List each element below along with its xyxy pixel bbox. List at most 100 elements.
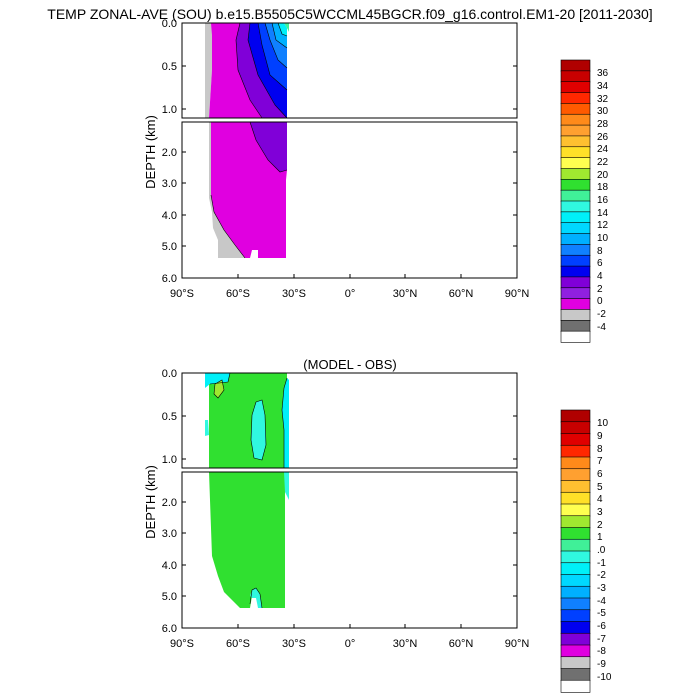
colorbar-label: -1 [597,558,606,569]
colorbar-swatch [560,491,591,505]
colorbar-swatch [560,468,591,482]
colorbar-label: 3 [597,507,603,518]
colorbar-label: 10 [597,418,609,429]
bottom-fill-aqua-blob [251,400,266,460]
colorbar-swatch [560,298,591,311]
colorbar-swatch [560,597,591,611]
colorbar-swatch [560,527,591,540]
colorbar-label: 22 [597,157,609,168]
colorbar-swatch [560,189,591,202]
bottom-colorbar-boxes [560,409,591,693]
top-upper-fill [205,22,289,119]
colorbar-swatch [560,562,591,576]
colorbar-swatch [560,92,591,105]
x-tick-label: 60°S [226,288,250,300]
y-tick-label: 5.0 [162,591,177,603]
colorbar-swatch [560,222,591,235]
colorbar-swatch [560,621,591,634]
x-tick-label: 30°S [282,638,306,650]
y-tick-label: 6.0 [162,273,177,285]
colorbar-swatch [560,609,591,623]
colorbar-swatch [560,103,591,115]
bottom-contour-1 [250,399,267,461]
colorbar-label: 26 [597,132,609,143]
colorbar-swatch [560,480,591,493]
bottom-fill-aqua-side [205,420,209,436]
x-tick-label: 30°S [282,288,306,300]
top-fill-blue [248,23,287,118]
colorbar-label: -4 [597,322,606,333]
x-tick-label: 30°N [393,638,418,650]
colorbar-label: -2 [597,570,606,581]
bottom-lower-fill [209,472,289,609]
colorbar-swatch [560,585,591,599]
bottom-colorbar: 10 9 8 7 6 5 4 3 2 1 .0 -1 -2 -3 -4 -5 -… [560,409,612,693]
colorbar-swatch [560,168,591,181]
colorbar-swatch [560,656,591,670]
colorbar-swatch [560,124,591,137]
colorbar-label: -4 [597,596,606,607]
colorbar-label: 7 [597,456,603,467]
colorbar-label: 2 [597,520,603,531]
top-y-tick-labels: 0.0 0.5 1.0 2.0 3.0 4.0 5.0 6.0 [162,18,177,285]
top-fill-aqua [284,23,289,32]
bottom-x-tick-labels: 90°S 60°S 30°S 0° 30°N 60°N 90°N [170,638,529,650]
colorbar-swatch [560,244,591,256]
colorbar-swatch [560,421,591,435]
colorbar-swatch [560,135,591,148]
colorbar-swatch [560,287,591,300]
colorbar-label: 6 [597,258,603,269]
colorbar-swatch [560,265,591,278]
top-fill-gray [205,23,215,118]
colorbar-label: .0 [597,545,606,556]
x-tick-label: 90°S [170,288,194,300]
top-fill-violet [236,23,287,118]
colorbar-label: 5 [597,482,603,493]
y-tick-label: 0.5 [162,61,177,73]
x-tick-label: 90°S [170,638,194,650]
top-lower-fill [209,121,288,259]
top-y-axis-label: DEPTH (km) [143,115,158,189]
top-fill-skyblue [272,23,287,48]
colorbar-swatch [560,146,591,159]
top-contour-lower-1 [249,121,288,173]
top-colorbar-labels: 36 34 32 30 28 26 24 22 20 18 16 14 12 1… [597,68,609,333]
top-contour-3 [257,22,288,91]
colorbar-label: 32 [597,94,609,105]
colorbar-swatch [560,309,591,322]
colorbar-label: 28 [597,119,609,130]
y-tick-label: 0.0 [162,18,177,30]
colorbar-swatch [560,632,591,646]
colorbar-swatch [560,254,591,267]
colorbar-swatch [560,574,591,587]
colorbar-swatch [560,503,591,517]
top-colorbar: 36 34 32 30 28 26 24 22 20 18 16 14 12 1… [560,59,609,343]
colorbar-label: 20 [597,170,609,181]
bottom-y-axis-label: DEPTH (km) [143,465,158,539]
top-contour-lower-2 [210,194,246,259]
colorbar-label: -7 [597,634,606,645]
colorbar-label: 0 [597,296,603,307]
colorbar-label: 9 [597,431,603,442]
bottom-fill-green [209,373,287,468]
top-fill-cyan [278,23,287,36]
top-contour-1 [235,22,263,119]
top-fill-violet-lower [250,122,287,172]
colorbar-swatch [560,668,591,681]
top-fill-medblue [258,23,287,90]
bottom-fill-cyan-right [282,378,289,468]
colorbar-label: -8 [597,646,606,657]
colorbar-label: 30 [597,106,609,117]
colorbar-swatch [560,70,591,83]
colorbar-swatch [560,81,591,94]
colorbar-swatch [560,200,591,213]
colorbar-swatch [560,157,591,170]
y-tick-label: 4.0 [162,560,177,572]
x-tick-label: 0° [345,288,356,300]
y-tick-label: 2.0 [162,497,177,509]
bottom-fill-green-lower [209,472,285,608]
colorbar-swatch [560,320,591,332]
colorbar-label: 36 [597,68,609,79]
x-tick-label: 60°S [226,638,250,650]
top-fill-gray-lower [209,122,245,258]
